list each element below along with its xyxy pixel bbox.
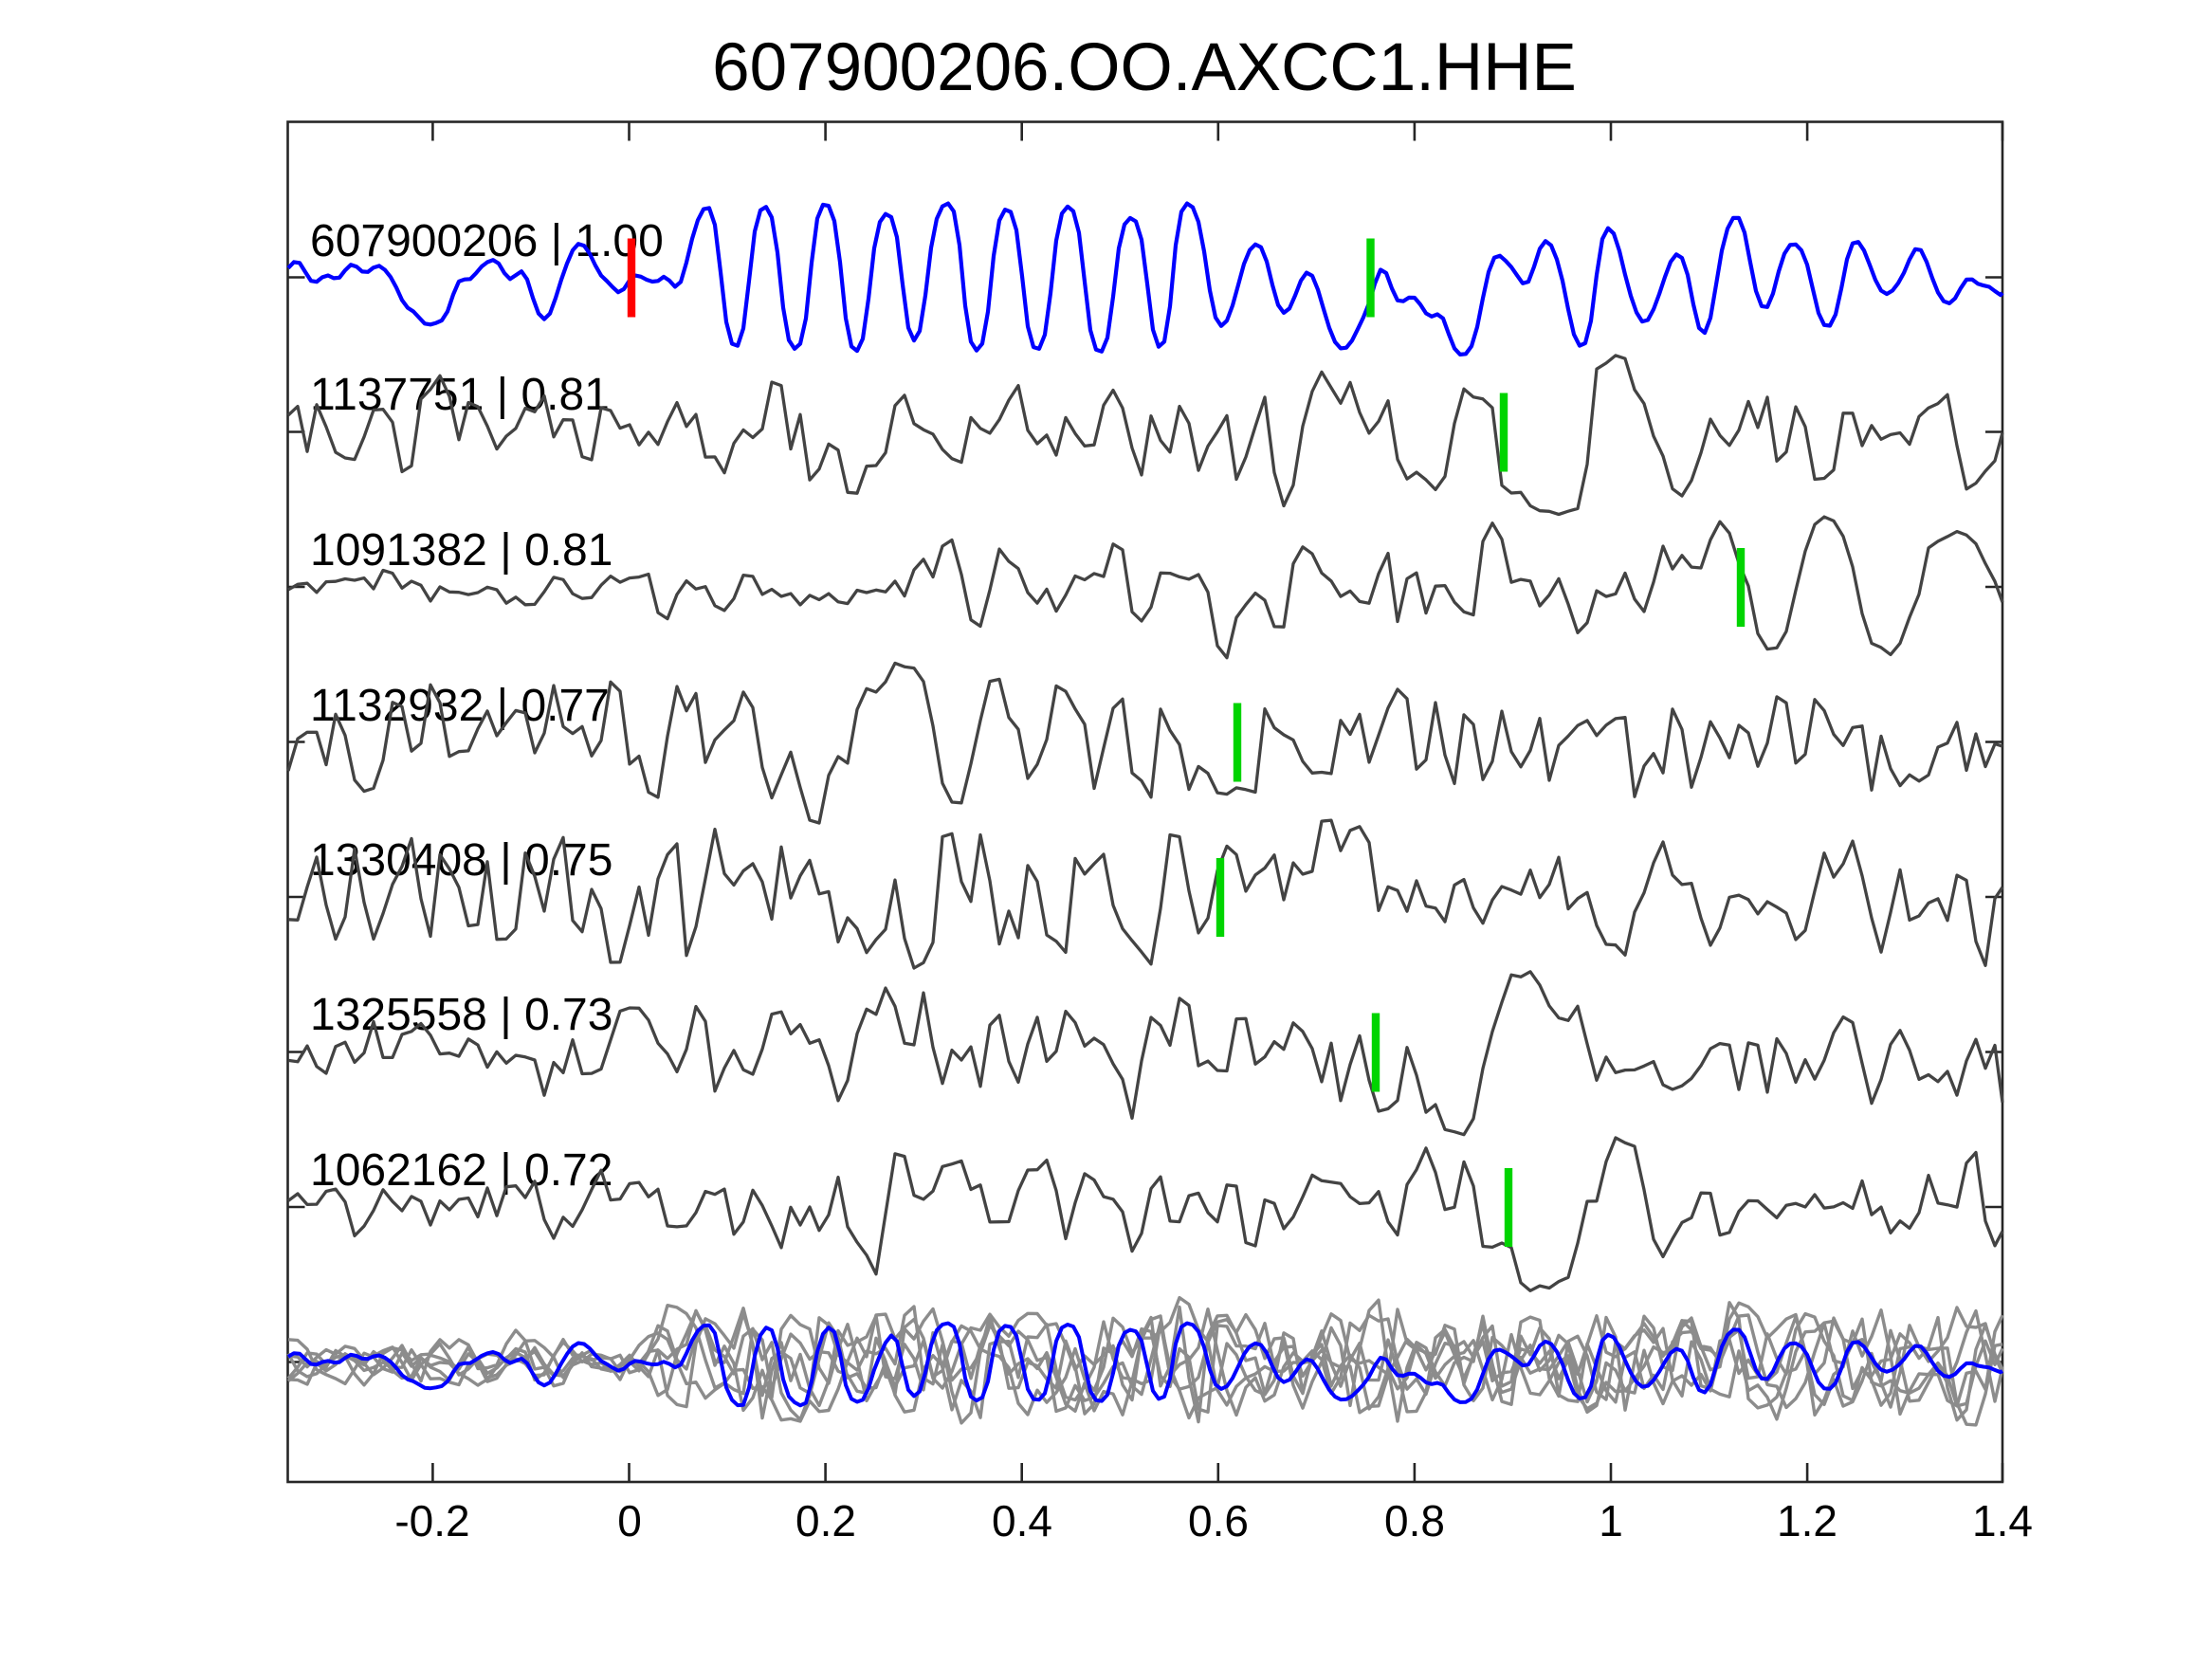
- svg-text:1.2: 1.2: [1777, 1496, 1837, 1545]
- svg-text:0.8: 0.8: [1384, 1496, 1445, 1545]
- svg-text:1062162 | 0.72: 1062162 | 0.72: [310, 1145, 612, 1196]
- svg-text:1137751 | 0.81: 1137751 | 0.81: [310, 370, 610, 420]
- svg-text:1325558 | 0.73: 1325558 | 0.73: [310, 990, 612, 1040]
- svg-text:607900206 | 1.00: 607900206 | 1.00: [310, 216, 664, 266]
- svg-text:0: 0: [617, 1496, 642, 1545]
- svg-text:0.6: 0.6: [1188, 1496, 1249, 1545]
- svg-text:0.2: 0.2: [795, 1496, 856, 1545]
- svg-text:1.4: 1.4: [1972, 1496, 2033, 1545]
- svg-text:-0.2: -0.2: [394, 1496, 469, 1545]
- svg-text:607900206.OO.AXCC1.HHE: 607900206.OO.AXCC1.HHE: [712, 30, 1577, 105]
- svg-text:1091382 | 0.81: 1091382 | 0.81: [310, 525, 612, 576]
- svg-text:0.4: 0.4: [992, 1496, 1052, 1545]
- svg-text:1132932 | 0.77: 1132932 | 0.77: [310, 681, 610, 731]
- svg-text:1: 1: [1599, 1496, 1623, 1545]
